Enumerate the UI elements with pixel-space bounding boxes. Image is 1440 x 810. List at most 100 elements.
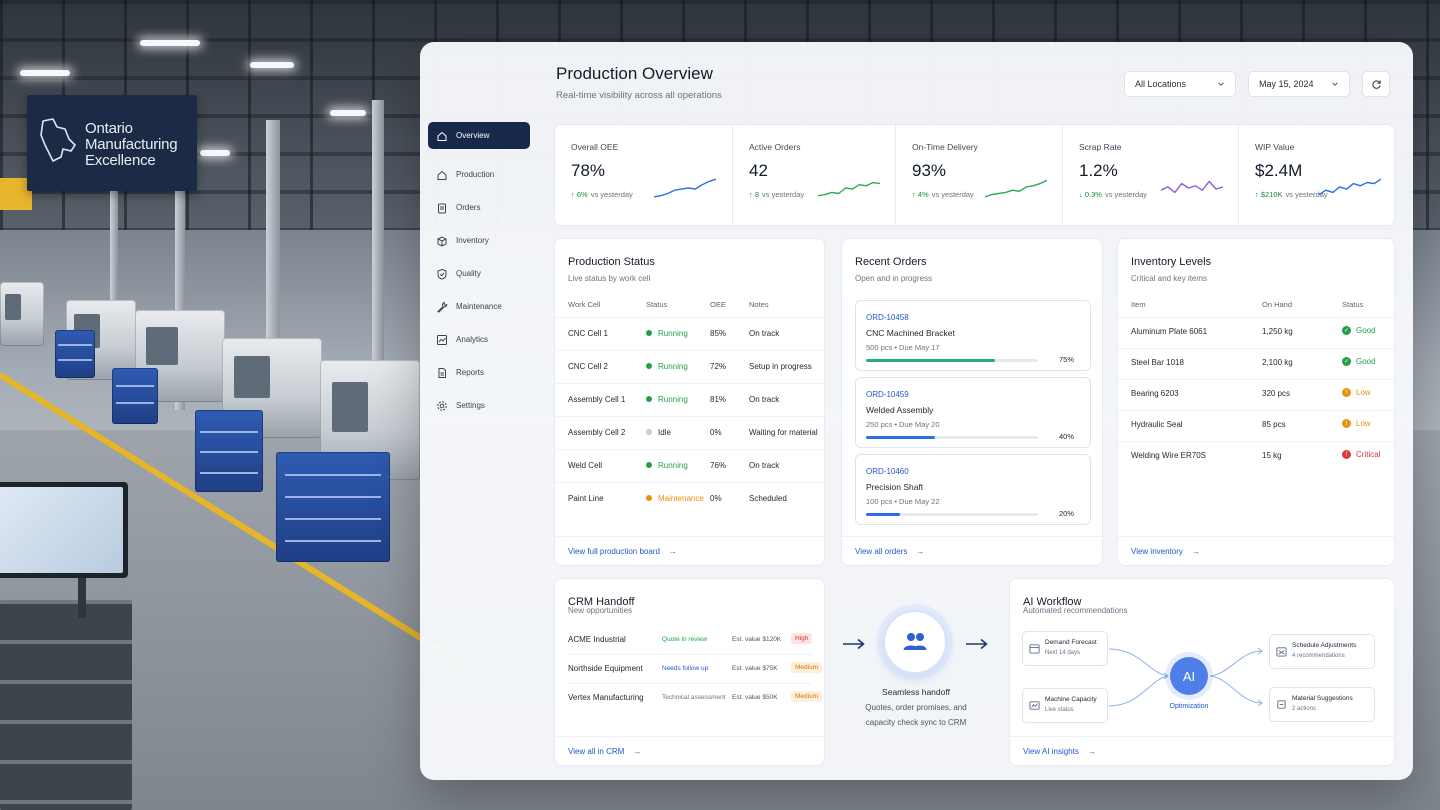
order-card[interactable]: ORD-10458 CNC Machined Bracket 500 pcs • D… <box>855 300 1091 371</box>
table-row[interactable]: Steel Bar 1018 2,100 kg ✓ Good <box>1118 348 1394 379</box>
ceiling-light <box>140 40 200 46</box>
panel-title: AI Workflow <box>1023 596 1082 608</box>
view-production-board-link[interactable]: View full production board → <box>568 547 677 556</box>
sign-line: Ontario <box>85 120 133 137</box>
status-dot <box>646 462 652 468</box>
ai-input-machine-capacity[interactable]: Machine Capacity Live status <box>1022 688 1108 723</box>
view-all-orders-link[interactable]: View all orders → <box>855 547 924 556</box>
sidebar-item-reports[interactable]: Reports <box>428 359 530 386</box>
kpi-label: WIP Value <box>1255 142 1295 152</box>
sidebar-item-settings[interactable]: Settings <box>428 392 530 419</box>
table-row[interactable]: Hydraulic Seal 85 pcs! Low <box>1118 410 1394 441</box>
ai-workflow-panel: AI Workflow Automated recommendations De… <box>1009 578 1395 766</box>
progress-fill <box>866 513 901 516</box>
status-label: Running <box>658 461 688 470</box>
kpi-card: WIP Value $2.4M ↑ $210K vs yesterday <box>1238 125 1396 225</box>
sidebar-item-orders[interactable]: Orders <box>428 194 530 221</box>
status-cell: Running <box>646 362 688 371</box>
ai-input-demand-forecast[interactable]: Demand Forecast Next 14 days <box>1022 631 1108 666</box>
crm-opportunity-row[interactable]: ACME Industrial Quote in review Est. value… <box>555 625 824 653</box>
clipboard-icon <box>436 202 448 214</box>
table-row[interactable]: Weld Cell Running 76% On track <box>555 449 824 482</box>
sidebar-item-inventory[interactable]: Inventory <box>428 227 530 254</box>
crm-opportunity-row[interactable]: Vertex Manufacturing Technical assessment… <box>555 683 824 711</box>
crm-opportunity-row[interactable]: Northside Equipment Needs follow up Est. v… <box>555 654 824 682</box>
ai-output-material-suggestions[interactable]: Material Suggestions 2 actions <box>1269 687 1375 722</box>
table-row[interactable]: Paint Line Maintenance 0% Scheduled <box>555 482 824 515</box>
arrow-right-icon: → <box>1087 747 1096 756</box>
calendar-icon <box>1029 644 1040 654</box>
item-name: Steel Bar 1018 <box>1131 358 1184 367</box>
work-cell-name: Weld Cell <box>568 461 603 470</box>
status-label: Maintenance <box>658 494 704 503</box>
order-meta: 500 pcs • Due May 17 <box>866 343 940 352</box>
ai-output-schedule-adjustments[interactable]: Schedule Adjustments 4 recommendations <box>1269 634 1375 669</box>
kpi-delta: ↑ 4% vs yesterday <box>912 190 974 199</box>
cnc-machine <box>0 282 44 346</box>
order-name: Welded Assembly <box>866 405 934 415</box>
order-id: ORD-10459 <box>866 390 909 399</box>
dashboard-window: Overview Production Orders Inventory Quality… <box>420 42 1413 780</box>
tool-cabinet <box>112 368 158 424</box>
status-label: Running <box>658 329 688 338</box>
kpi-sparkline <box>818 181 880 197</box>
chevron-down-icon <box>1332 82 1338 86</box>
oee-value: 81% <box>710 395 727 404</box>
view-all-in-crm-link[interactable]: View all in CRM → <box>568 747 641 756</box>
opportunity-stage: Technical assessment <box>662 694 726 701</box>
oee-value: 0% <box>710 428 722 437</box>
box-icon <box>436 235 448 247</box>
ceiling-light <box>20 70 70 76</box>
tool-cabinet <box>55 330 95 378</box>
table-row[interactable]: Assembly Cell 1 Running 81% On track <box>555 383 824 416</box>
stock-status: ! Low <box>1342 419 1371 428</box>
chart-icon <box>436 334 448 346</box>
company-name: Northside Equipment <box>568 664 643 673</box>
date-select[interactable]: May 15, 2024 <box>1248 71 1350 97</box>
row-divider <box>555 317 824 318</box>
stock-status-label: Good <box>1356 357 1376 366</box>
kpi-delta-value: $210K <box>1260 190 1283 199</box>
panel-subtitle: Critical and key items <box>1131 274 1208 283</box>
location-select[interactable]: All Locations <box>1124 71 1236 97</box>
steel-column <box>175 150 185 410</box>
table-row[interactable]: CNC Cell 1 Running 85% On track <box>555 317 824 350</box>
order-card[interactable]: ORD-10460 Precision Shaft 100 pcs • Due Ma… <box>855 454 1091 525</box>
progress-percent: 40% <box>1058 432 1074 441</box>
panel-divider <box>842 536 1102 537</box>
table-row[interactable]: Welding Wire ER70S 15 kg! Critical <box>1118 441 1394 472</box>
yellow-sign-tab <box>0 178 32 210</box>
kpi-sparkline <box>654 178 716 198</box>
sidebar-item-production[interactable]: Production <box>428 161 530 188</box>
table-row[interactable]: Bearing 6203 320 pcs! Low <box>1118 379 1394 410</box>
kpi-compare-label: vs yesterday <box>590 190 633 199</box>
on-hand-value: 320 pcs <box>1262 389 1291 398</box>
refresh-button[interactable] <box>1362 71 1390 97</box>
sidebar-item-quality[interactable]: Quality <box>428 260 530 287</box>
notes-value: Setup in progress <box>749 362 812 371</box>
view-inventory-link[interactable]: View inventory → <box>1131 547 1200 556</box>
panel-divider <box>555 736 824 737</box>
on-hand-value: 15 kg <box>1262 451 1282 460</box>
stock-status-label: Good <box>1356 326 1376 335</box>
table-row[interactable]: CNC Cell 2 Running 72% Setup in progress <box>555 350 824 383</box>
panel-title: CRM Handoff <box>568 596 635 608</box>
arrow-down-icon: ↓ <box>1079 190 1085 199</box>
sidebar-item-analytics[interactable]: Analytics <box>428 326 530 353</box>
kpi-delta-value: 6% <box>576 190 588 199</box>
sidebar-item-maintenance[interactable]: Maintenance <box>428 293 530 320</box>
table-row[interactable]: Aluminum Plate 6061 1,250 kg ✓ Good <box>1118 317 1394 348</box>
ai-box-subtitle: 2 actions <box>1292 706 1317 712</box>
sidebar-item-overview[interactable]: Overview <box>428 122 530 149</box>
order-id: ORD-10458 <box>866 313 909 322</box>
arrow-right-icon: → <box>633 747 642 756</box>
priority-badge: Medium <box>791 691 823 702</box>
table-row[interactable]: Assembly Cell 2 Idle 0% Waiting for materia… <box>555 416 824 449</box>
ai-core-node: AI <box>1170 657 1208 695</box>
view-ai-insights-link[interactable]: View AI insights → <box>1023 747 1096 756</box>
order-name: Precision Shaft <box>866 482 924 492</box>
order-card[interactable]: ORD-10459 Welded Assembly 250 pcs • Due Ma… <box>855 377 1091 448</box>
shield-check-icon <box>436 268 448 280</box>
kpi-delta: ↑ 6% vs yesterday <box>571 190 633 199</box>
panel-title: Production Status <box>568 256 655 268</box>
